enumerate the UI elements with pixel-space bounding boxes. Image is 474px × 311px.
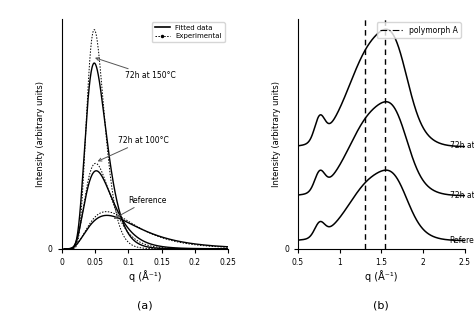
Text: (b): (b) [374,301,389,311]
Text: 72h at 150°C: 72h at 150°C [96,58,176,81]
X-axis label: q (Å⁻¹): q (Å⁻¹) [365,270,398,281]
Legend: Fitted data, Experimental: Fitted data, Experimental [152,22,225,42]
Text: 72h at 100°C: 72h at 100°C [99,136,169,161]
Text: Reference: Reference [115,196,166,218]
Y-axis label: Intensity (arbitrary units): Intensity (arbitrary units) [36,81,45,187]
Text: Reference: Reference [449,236,474,245]
Legend: polymorph A: polymorph A [377,22,461,38]
X-axis label: q (Å⁻¹): q (Å⁻¹) [128,270,161,281]
Text: (a): (a) [137,301,153,311]
Text: 72h at 150°C: 72h at 150°C [449,142,474,151]
Text: 72h at 100°C: 72h at 100°C [449,191,474,200]
Y-axis label: Intensity (arbitrary units): Intensity (arbitrary units) [273,81,282,187]
